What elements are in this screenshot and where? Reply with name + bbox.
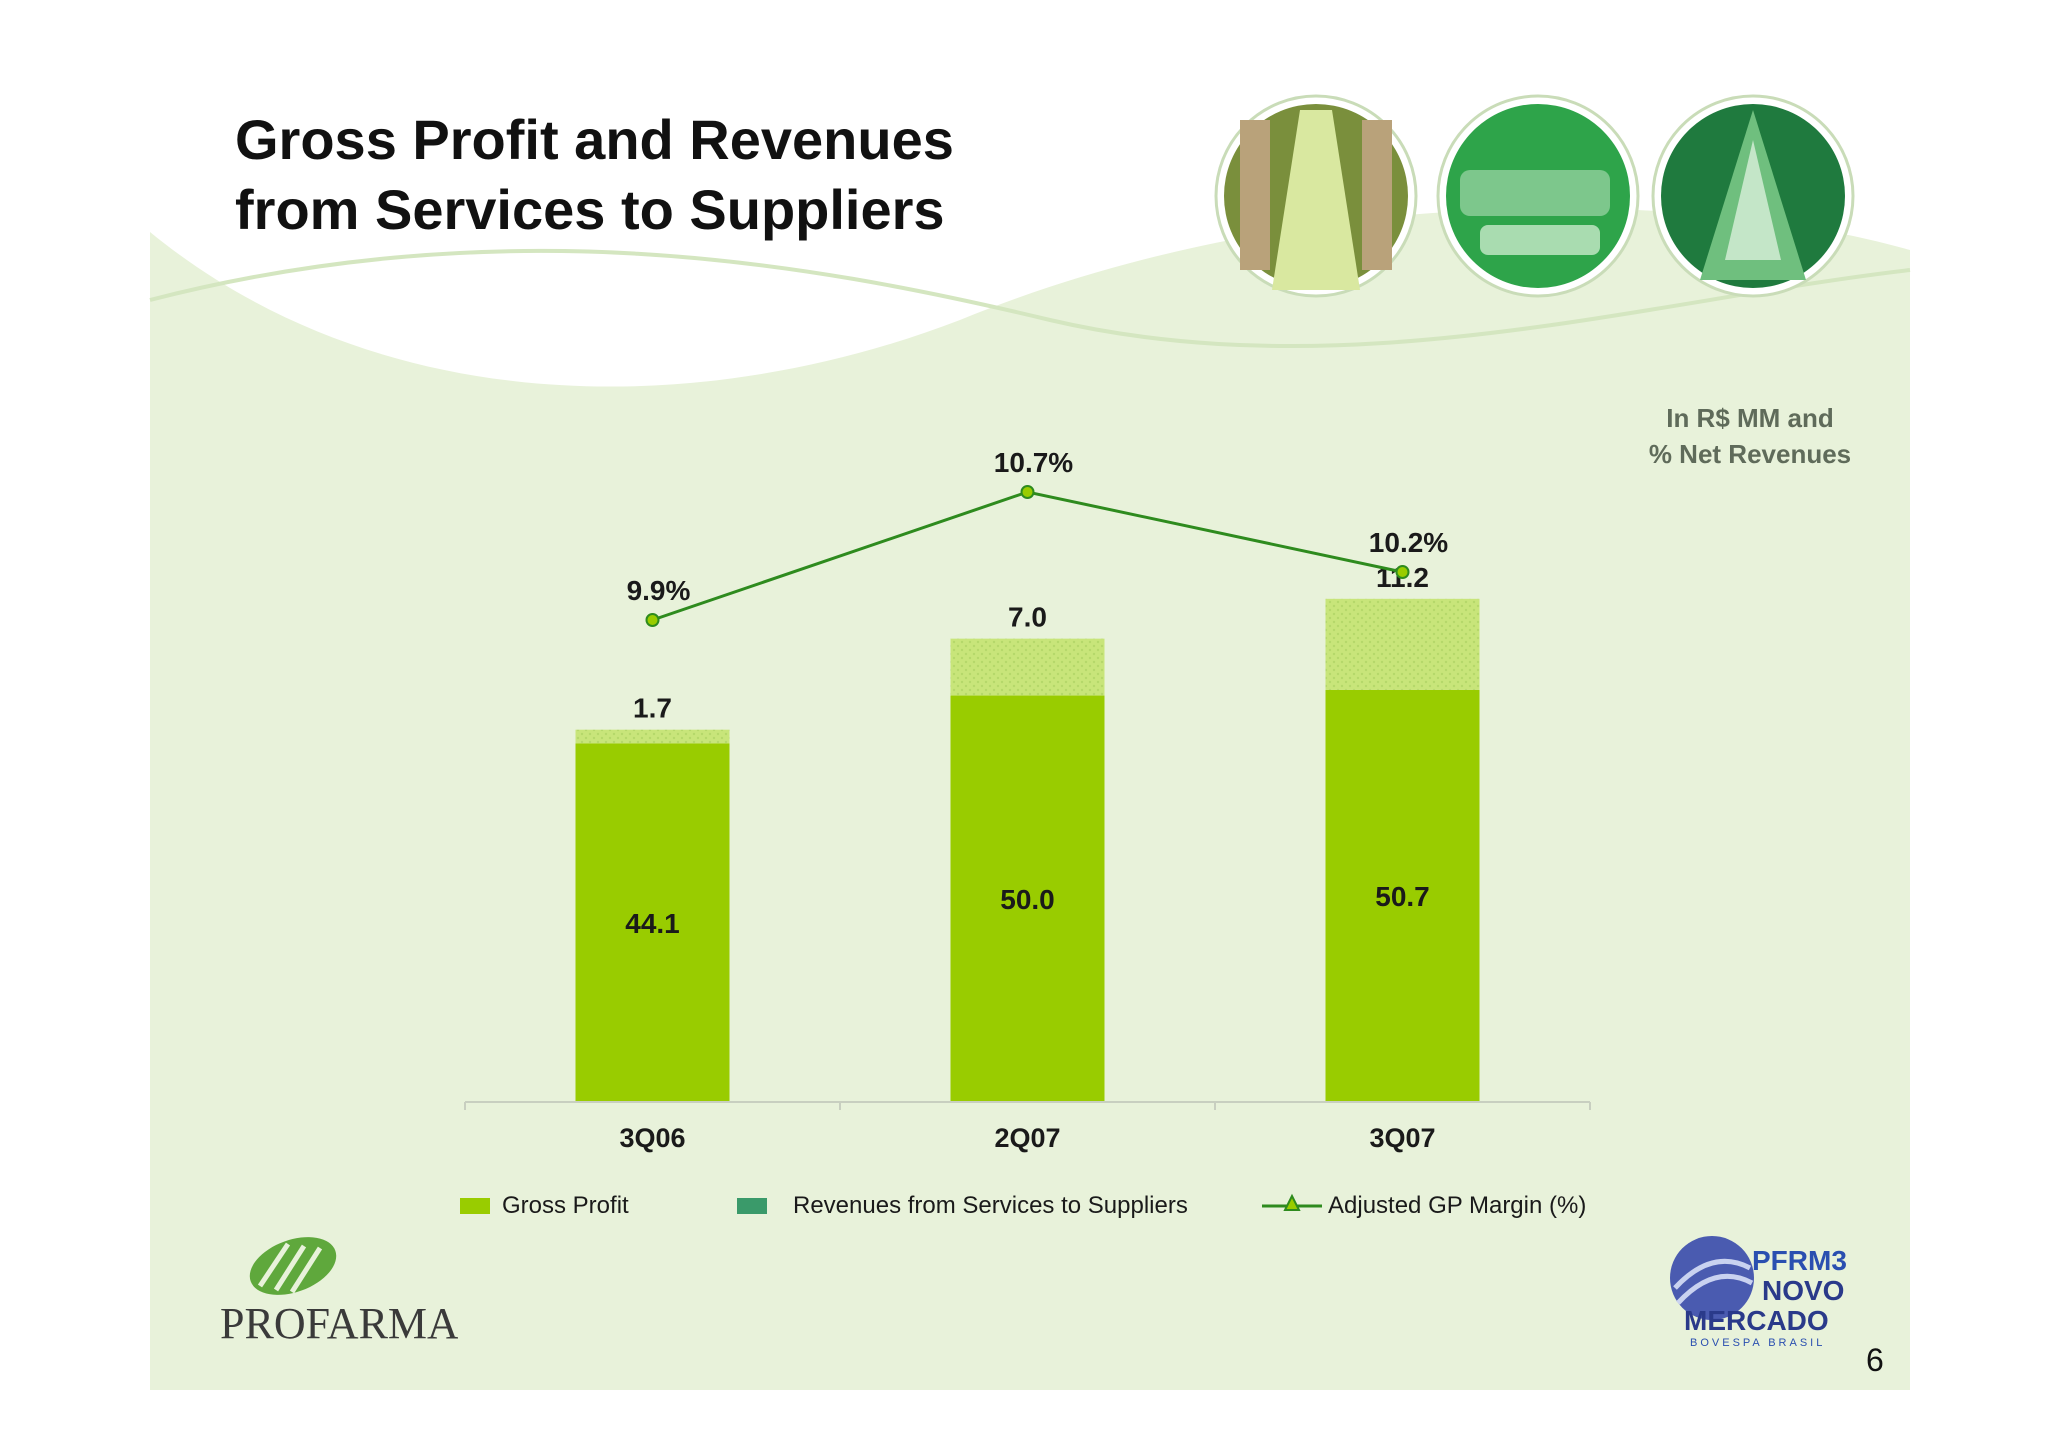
bars-layer: 44.11.750.07.050.711.2 xyxy=(575,562,1480,1102)
profarma-logo: PROFARMA xyxy=(220,1237,458,1348)
bar-revenues-services xyxy=(1325,598,1480,690)
bar-gross-profit xyxy=(950,695,1105,1102)
title-line-2: from Services to Suppliers xyxy=(235,178,945,241)
photo-warehouse-shelves xyxy=(1214,94,1418,298)
margin-point xyxy=(1020,485,1035,499)
legend-label-revenues-services: Revenues from Services to Suppliers xyxy=(793,1192,1188,1219)
legend-label-gross-profit: Gross Profit xyxy=(502,1192,629,1219)
legend-swatch-gross-profit xyxy=(460,1198,490,1214)
legend-swatch-revenues-services xyxy=(737,1198,767,1214)
page-number: 6 xyxy=(1866,1342,1884,1378)
margin-point xyxy=(1395,565,1410,579)
photo-sorting-machine xyxy=(1651,94,1855,298)
unit-note-line-2: % Net Revenues xyxy=(1648,439,1852,469)
legend-label-margin: Adjusted GP Margin (%) xyxy=(1328,1192,1586,1219)
bar-label-gross-profit: 50.0 xyxy=(1000,884,1055,915)
bar-label-revenues-services: 1.7 xyxy=(633,693,672,724)
profarma-leaf-icon xyxy=(249,1237,337,1295)
margin-label: 9.9% xyxy=(627,575,691,606)
logo-novo: NOVO xyxy=(1762,1275,1844,1306)
unit-note-line-1: In R$ MM and xyxy=(1666,403,1834,433)
unit-note: In R$ MM and % Net Revenues xyxy=(1600,400,1900,472)
x-tick-label: 2Q07 xyxy=(994,1123,1060,1153)
photo-conveyor xyxy=(1436,94,1640,298)
bar-revenues-services xyxy=(575,729,730,744)
slide-title: Gross Profit and Revenues from Services … xyxy=(235,105,954,245)
x-tick-label: 3Q06 xyxy=(619,1123,685,1153)
bar-label-gross-profit: 50.7 xyxy=(1375,881,1430,912)
logo-bovespa: BOVESPA BRASIL xyxy=(1690,1337,1825,1349)
title-line-1: Gross Profit and Revenues xyxy=(235,108,954,171)
bar-revenues-services xyxy=(950,638,1105,696)
x-tick-label: 3Q07 xyxy=(1369,1123,1435,1153)
legend-triangle-icon xyxy=(1283,1193,1301,1211)
margin-point xyxy=(645,613,660,627)
margin-label: 10.2% xyxy=(1369,527,1448,558)
bar-label-revenues-services: 7.0 xyxy=(1008,602,1047,633)
x-axis: 3Q06 2Q07 3Q07 xyxy=(464,1101,1591,1153)
profarma-logo-text: PROFARMA xyxy=(220,1299,458,1348)
novo-mercado-logo: PFRM3 NOVO MERCADO BOVESPA BRASIL xyxy=(1670,1236,1847,1349)
margin-label: 10.7% xyxy=(994,447,1073,478)
margin-line-layer: 9.9% 10.7% 10.2% xyxy=(627,447,1448,627)
bar-gross-profit xyxy=(575,743,730,1102)
legend: Gross Profit Revenues from Services to Su… xyxy=(460,1192,1586,1219)
background-curve-line xyxy=(149,248,1911,349)
bar-label-gross-profit: 44.1 xyxy=(625,908,680,939)
bar-gross-profit xyxy=(1325,689,1480,1102)
logo-mercado: MERCADO xyxy=(1684,1305,1829,1336)
logo-ticker: PFRM3 xyxy=(1752,1245,1847,1276)
